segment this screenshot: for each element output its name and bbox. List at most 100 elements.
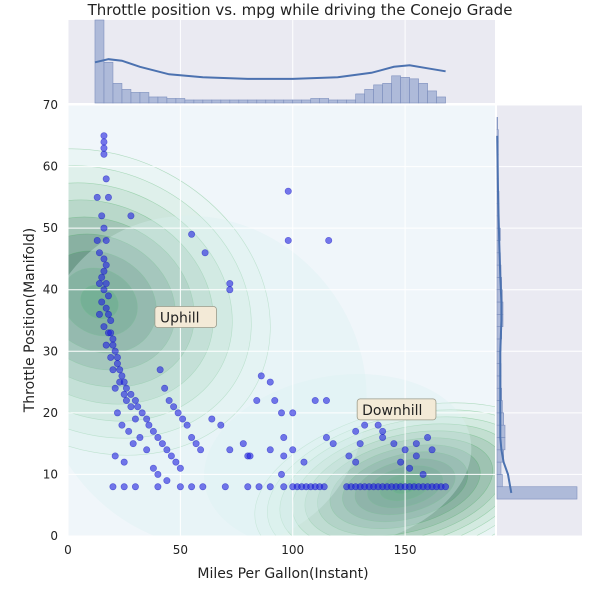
y-tick-label: 70 — [43, 98, 58, 112]
scatter-point — [127, 212, 135, 220]
scatter-point — [131, 483, 139, 491]
scatter-point — [284, 236, 292, 244]
top-hist-bar — [427, 90, 437, 104]
x-axis-label: Miles Per Gallon(Instant) — [197, 566, 368, 582]
scatter-point — [176, 483, 184, 491]
scatter-point — [183, 421, 191, 429]
scatter-point — [100, 144, 108, 152]
scatter-point — [118, 421, 126, 429]
scatter-point — [320, 483, 328, 491]
scatter-point — [125, 427, 133, 435]
scatter-point — [134, 403, 142, 411]
scatter-point — [122, 384, 130, 392]
x-tick-label: 0 — [64, 543, 72, 557]
scatter-point — [111, 347, 119, 355]
scatter-point — [428, 446, 436, 454]
scatter-point — [127, 390, 135, 398]
top-hist-bar — [409, 78, 419, 104]
scatter-point — [277, 409, 285, 417]
right-hist-bar — [496, 486, 578, 500]
scatter-point — [179, 415, 187, 423]
y-tick-label: 30 — [43, 344, 58, 358]
top-hist-bar — [373, 84, 383, 104]
top-hist-bar — [328, 99, 338, 104]
scatter-point — [322, 397, 330, 405]
top-hist-bar — [247, 99, 258, 104]
top-hist-bar — [139, 92, 150, 104]
top-hist-bar — [337, 99, 347, 104]
scatter-point — [102, 304, 110, 312]
y-tick-label: 10 — [43, 467, 58, 481]
scatter-point — [111, 452, 119, 460]
x-tick-label: 100 — [281, 543, 304, 557]
scatter-point — [176, 464, 184, 472]
top-hist-bar — [418, 83, 428, 104]
scatter-point — [266, 378, 274, 386]
top-hist-bar — [355, 93, 365, 104]
scatter-point — [131, 397, 139, 405]
top-hist-bar — [265, 99, 276, 104]
right-hist-bar — [496, 461, 502, 475]
scatter-point — [174, 409, 182, 417]
scatter-point — [95, 310, 103, 318]
scatter-point — [93, 236, 101, 244]
scatter-point — [280, 452, 288, 460]
top-hist-bar — [121, 89, 132, 104]
scatter-point — [442, 483, 450, 491]
top-hist-bar — [283, 99, 294, 104]
top-hist-bar — [229, 99, 240, 104]
annotation-box — [356, 398, 437, 421]
scatter-point — [107, 329, 115, 337]
scatter-point — [352, 458, 360, 466]
scatter-point — [266, 446, 274, 454]
scatter-point — [156, 366, 164, 374]
top-hist-bar — [202, 99, 213, 104]
top-marginal-panel — [68, 20, 495, 103]
kde-contour-halo — [68, 215, 367, 536]
scatter-point — [143, 446, 151, 454]
scatter-point — [226, 286, 234, 294]
chart-title: Throttle position vs. mpg while driving … — [87, 1, 513, 19]
scatter-point — [102, 175, 110, 183]
scatter-point — [109, 483, 117, 491]
scatter-point — [188, 483, 196, 491]
scatter-point — [280, 433, 288, 441]
y-axis-ticks: 0 10 20 30 40 50 60 70 — [43, 98, 58, 543]
top-hist-bar — [148, 96, 159, 104]
scatter-point — [289, 409, 297, 417]
x-tick-label: 50 — [173, 543, 188, 557]
scatter-point — [345, 452, 353, 460]
scatter-point — [199, 483, 207, 491]
scatter-point — [122, 397, 130, 405]
scatter-point — [100, 132, 108, 140]
scatter-point — [102, 261, 110, 269]
scatter-point — [163, 477, 171, 485]
scatter-point — [356, 440, 364, 448]
scatter-point — [109, 341, 117, 349]
scatter-point — [136, 433, 144, 441]
scatter-point — [188, 433, 196, 441]
scatter-point — [100, 255, 108, 263]
top-hist-bar — [256, 99, 267, 104]
scatter-point — [172, 458, 180, 466]
right-hist-bar — [496, 474, 503, 488]
scatter-point — [266, 483, 274, 491]
scatter-point — [118, 372, 126, 380]
scatter-point — [113, 353, 121, 361]
scatter-point — [131, 415, 139, 423]
top-hist-bar — [310, 98, 321, 104]
scatter-point — [406, 464, 414, 472]
x-tick-label: 150 — [394, 543, 417, 557]
scatter-point — [129, 440, 137, 448]
scatter-point — [361, 421, 369, 429]
right-marginal-kde-line — [496, 135, 513, 494]
scatter-point — [412, 440, 420, 448]
y-tick-label: 0 — [50, 529, 58, 543]
scatter-point — [246, 452, 254, 460]
scatter-point — [109, 366, 117, 374]
right-hist-bar — [496, 117, 498, 130]
scatter-point — [100, 150, 108, 158]
scatter-point — [100, 323, 108, 331]
top-hist-bar — [220, 99, 231, 104]
